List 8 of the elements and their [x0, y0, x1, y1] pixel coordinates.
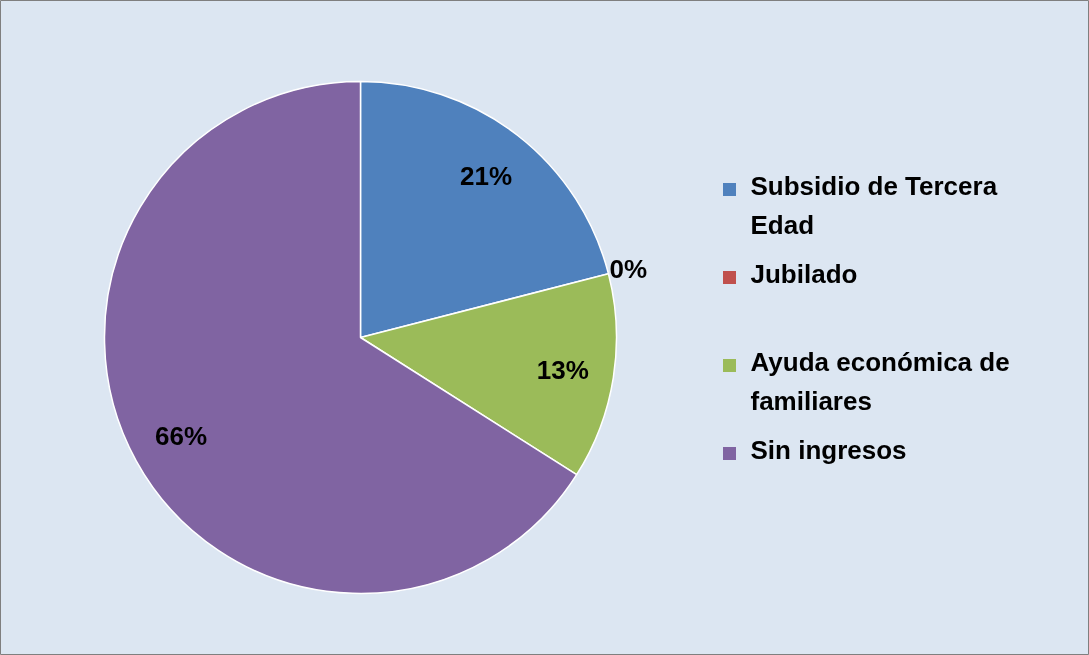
text: 0%: [609, 253, 648, 284]
legend-label: Jubilado: [750, 258, 858, 289]
data-label: 13%: [536, 354, 589, 385]
legend-label: Subsidio de Tercera Edad: [750, 170, 998, 240]
data-label: 21%: [460, 160, 513, 191]
data-label: 66%: [155, 421, 208, 452]
legend-label: Ayuda económica de familiares: [750, 346, 1010, 416]
legend-label: Sin ingresos: [750, 434, 907, 465]
